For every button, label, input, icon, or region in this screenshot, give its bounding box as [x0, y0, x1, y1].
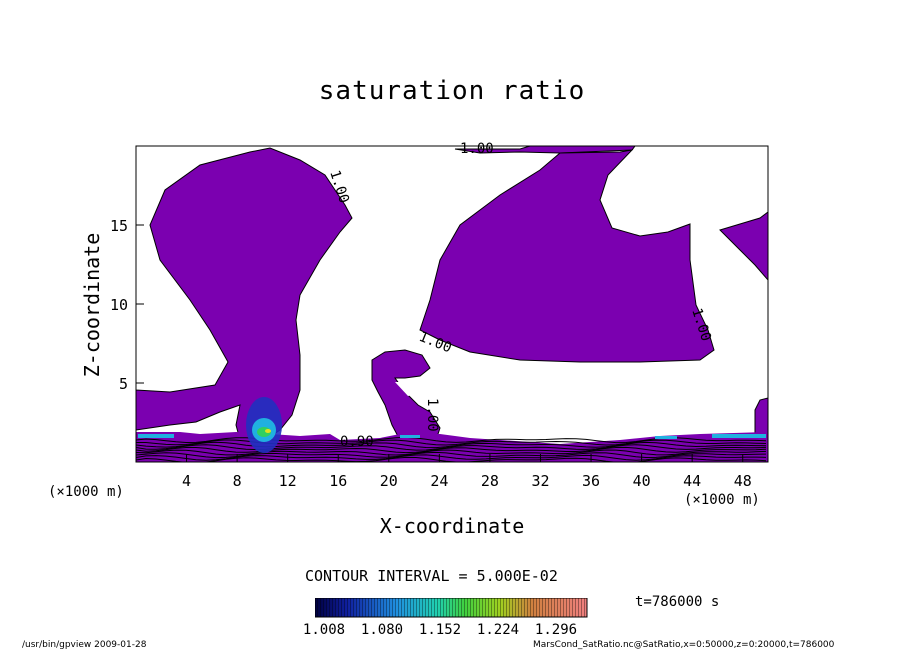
streak-right2: [655, 436, 677, 439]
x-unit-label-left: (×1000 m): [48, 484, 124, 500]
ground-contour-line: [136, 446, 767, 454]
sat-region-right-low: [754, 397, 768, 441]
y-axis-label: Z-coordinate: [80, 232, 104, 378]
contour-interval-label: CONTOUR INTERVAL = 5.000E-02: [305, 567, 558, 585]
x-tick-label: 16: [329, 472, 347, 490]
sat-region-plume: [371, 349, 441, 443]
colorbar-tick-label: 1.224: [476, 622, 520, 638]
y-tick-label: 5: [119, 375, 128, 393]
x-unit-label-right: (×1000 m): [684, 492, 760, 508]
x-tick-label: 40: [633, 472, 651, 490]
contour-label: 0.90: [340, 434, 374, 450]
colorbar: [315, 598, 588, 618]
colorbar-tick-label: 1.296: [534, 622, 578, 638]
footer-left: /usr/bin/gpview 2009-01-28: [22, 640, 147, 650]
ground-contour-line: [136, 439, 767, 446]
x-tick-label: 20: [380, 472, 398, 490]
sat-region-left-top: [136, 146, 200, 180]
ground-contour-line: [136, 444, 767, 451]
footer-right: MarsCond_SatRatio.nc@SatRatio,x=0:50000,…: [533, 640, 835, 650]
contour-label: 1.00: [424, 398, 440, 432]
ground-contour-line: [136, 454, 767, 461]
x-axis-label: X-coordinate: [379, 514, 525, 538]
x-tick-label: 4: [182, 472, 191, 490]
streak-right: [712, 434, 766, 438]
ground-contour-line: [136, 451, 767, 459]
ground-contour-line: [136, 441, 767, 449]
contour-fills: [136, 146, 768, 462]
sat-region-center: [419, 149, 715, 363]
contour-label: 1.00: [460, 141, 494, 157]
x-tick-label: 36: [582, 472, 600, 490]
sat-region-left: [136, 146, 353, 441]
sat-region-right: [719, 211, 768, 281]
x-tick-label: 24: [430, 472, 448, 490]
x-tick-label: 12: [279, 472, 297, 490]
y-tick-label: 10: [110, 296, 128, 314]
streak-left: [138, 434, 174, 438]
colorbar-tick-label: 1.152: [418, 622, 462, 638]
streak-mid: [400, 435, 420, 438]
ground-contour-line: [136, 449, 767, 456]
colorbar-tick-label: 1.008: [302, 622, 346, 638]
x-tick-label: 28: [481, 472, 499, 490]
chart-title: saturation ratio: [318, 76, 586, 106]
x-tick-label: 32: [531, 472, 549, 490]
x-ticks: 4 8 12 16 20 24 28 32 36 40 44 48: [182, 454, 752, 490]
sat-region-plume-gap: [395, 382, 418, 396]
y-tick-label: 15: [110, 217, 128, 235]
hotspot-core: [265, 429, 271, 433]
x-tick-label: 44: [683, 472, 701, 490]
x-tick-label: 48: [734, 472, 752, 490]
y-ticks: 5 10 15: [110, 217, 144, 393]
colorbar-tick-label: 1.080: [360, 622, 404, 638]
x-tick-label: 8: [233, 472, 242, 490]
time-label: t=786000 s: [635, 594, 720, 610]
